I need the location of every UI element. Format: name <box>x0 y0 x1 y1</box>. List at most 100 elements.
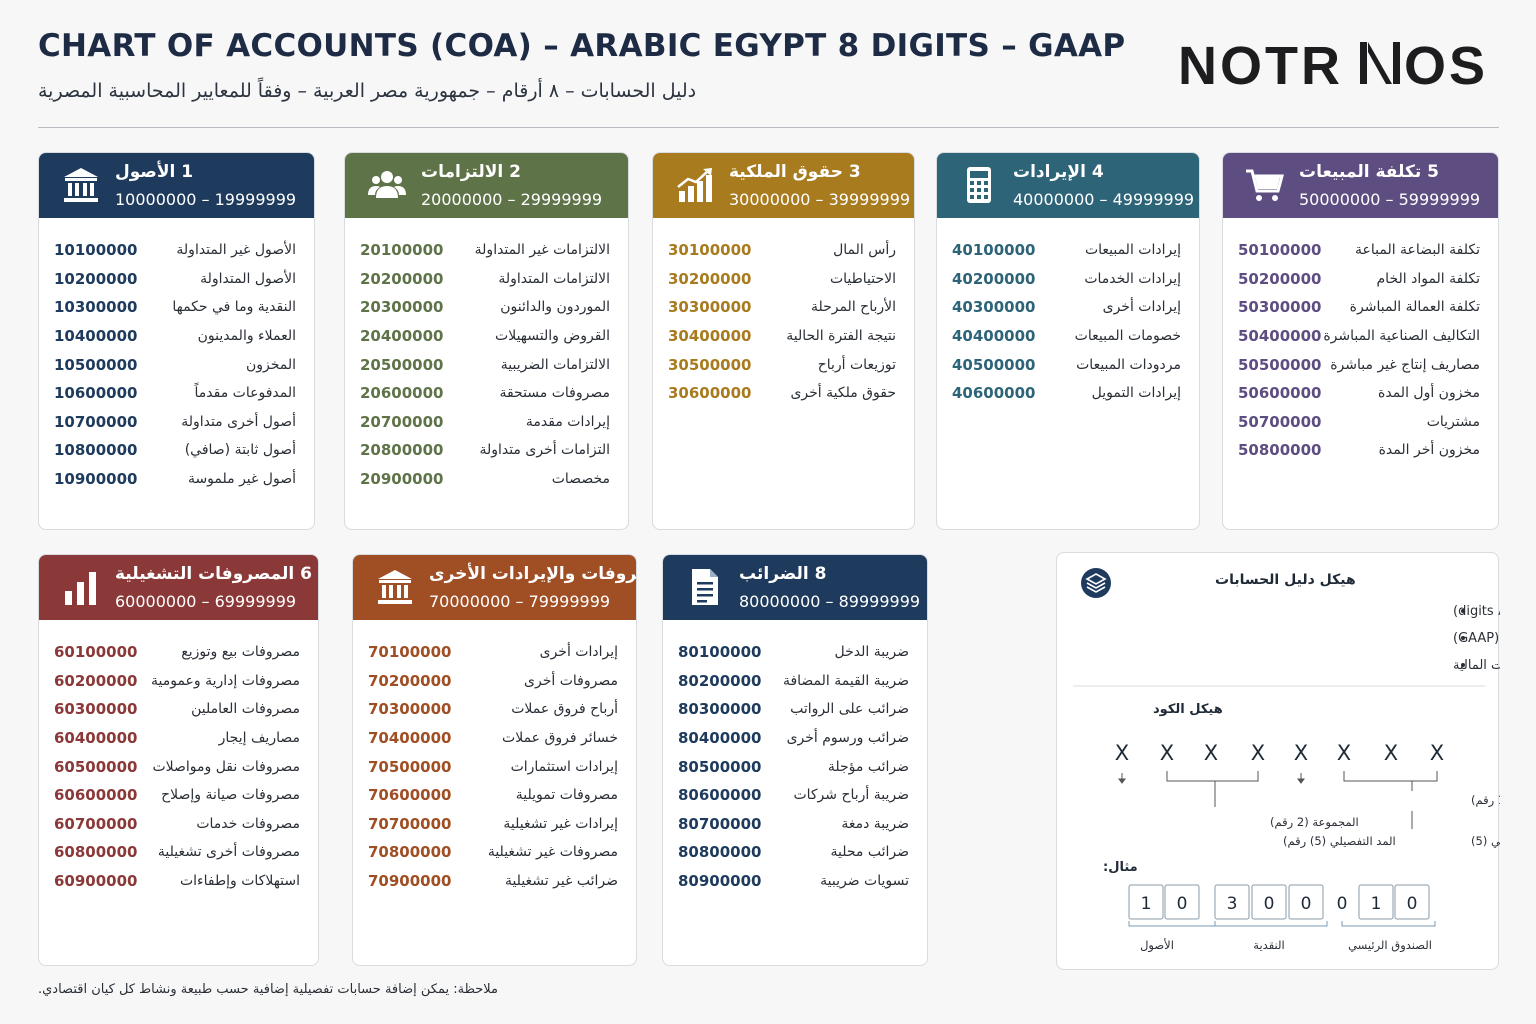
account-code: 20200000 <box>360 269 444 288</box>
account-code: 10200000 <box>54 269 138 288</box>
account-row: 60200000 مصروفات إدارية وعمومية <box>54 667 300 696</box>
account-name: أصول غير ملموسة <box>187 471 296 488</box>
account-name: ضريبة دمغة <box>841 815 909 832</box>
account-row: 60600000 مصروفات صيانة وإصلاح <box>54 781 300 810</box>
account-row: 70100000 إيرادات أخرى <box>368 638 618 667</box>
account-code: 40300000 <box>952 298 1036 317</box>
account-name: التزامات أخرى متداولة <box>479 442 610 459</box>
account-name: إيرادات أخرى <box>1102 299 1181 316</box>
account-name: مشتريات <box>1426 413 1480 430</box>
account-code: 80800000 <box>678 843 762 862</box>
example-digit-box: 0 <box>1288 884 1324 920</box>
structure-bullet: يتكون دليل الحسابات من ٨ أرقام (٨ digits… <box>1453 602 1500 619</box>
account-name: مخزون أخر المدة <box>1378 442 1480 459</box>
code-placeholder: X <box>1160 741 1174 765</box>
account-row: 60100000 مصروفات بيع وتوزيع <box>54 638 300 667</box>
account-code: 60400000 <box>54 729 138 748</box>
label-main-category: الفئة الرئيسية (1 رقم) <box>1471 793 1500 808</box>
example-digit-box: 1 <box>1128 884 1164 920</box>
account-row: 50800000 مخزون أخر المدة <box>1238 436 1480 465</box>
account-row: 40100000 إيرادات المبيعات <box>952 236 1181 265</box>
card-header: 4 الإيرادات 40000000 – 49999999 <box>937 153 1199 218</box>
account-row: 20900000 مخصصات <box>360 465 610 494</box>
account-code: 70900000 <box>368 872 452 891</box>
account-code: 80100000 <box>678 643 762 662</box>
account-code: 80500000 <box>678 757 762 776</box>
account-row: 10400000 العملاء والمدينون <box>54 322 296 351</box>
account-code: 50500000 <box>1238 355 1322 374</box>
account-code: 10500000 <box>54 355 138 374</box>
card-code-range: 30000000 – 39999999 <box>729 190 911 209</box>
account-row: 60900000 استهلاكات وإطفاءات <box>54 867 300 896</box>
account-row: 60300000 مصروفات العاملين <box>54 695 300 724</box>
account-name: توزيعات أرباح <box>817 356 896 373</box>
account-name: تكلفة البضاعة المباعة <box>1355 242 1480 259</box>
account-row: 10900000 أصول غير ملموسة <box>54 465 296 494</box>
account-row: 20500000 الالتزامات الضريبية <box>360 350 610 379</box>
account-row: 70900000 ضرائب غير تشغيلية <box>368 867 618 896</box>
account-name: خسائر فروق عملات <box>502 730 618 747</box>
account-code: 70400000 <box>368 729 452 748</box>
code-placeholder: X <box>1115 741 1129 765</box>
account-name: مصروفات تمويلية <box>515 787 618 804</box>
account-name: مردودات المبيعات <box>1076 356 1181 373</box>
account-code: 70600000 <box>368 786 452 805</box>
example-digit: 3 <box>1227 894 1238 914</box>
account-code: 60800000 <box>54 843 138 862</box>
label-fine-detail: المد التفصيلي (5) رقم) <box>1283 834 1396 849</box>
account-row: 50300000 تكلفة العمالة المباشرة <box>1238 293 1480 322</box>
code-placeholder: X <box>1204 741 1218 765</box>
account-row: 10700000 أصول أخرى متداولة <box>54 408 296 437</box>
account-row: 40600000 إيرادات التمويل <box>952 379 1181 408</box>
svg-text:NOTR: NOTR <box>1178 36 1343 92</box>
account-group-card-assets: 1 الأصول 10000000 – 19999999 10100000 الأصو… <box>38 152 315 530</box>
account-name: أصول أخرى متداولة <box>181 413 296 430</box>
cart-icon <box>1245 165 1285 205</box>
account-row: 80700000 ضريبة دمغة <box>678 810 909 839</box>
account-name: مصروفات نقل ومواصلات <box>152 758 300 775</box>
account-row: 30100000 رأس المال <box>668 236 896 265</box>
account-code: 40400000 <box>952 327 1036 346</box>
account-code: 70100000 <box>368 643 452 662</box>
account-row: 80600000 ضريبة أرباح شركات <box>678 781 909 810</box>
account-name: خصومات المبيعات <box>1074 328 1181 345</box>
account-row: 40400000 خصومات المبيعات <box>952 322 1181 351</box>
card-title: 8 الضرائب <box>739 564 827 584</box>
account-row: 10600000 المدفوعات مقدماً <box>54 379 296 408</box>
account-code: 10700000 <box>54 412 138 431</box>
account-group-card-taxes: 8 الضرائب 80000000 – 89999999 80100000 ضريب… <box>662 554 928 966</box>
account-name: إيرادات المبيعات <box>1084 242 1181 259</box>
account-code: 30300000 <box>668 298 752 317</box>
account-code: 70700000 <box>368 814 452 833</box>
account-name: القروض والتسهيلات <box>495 328 610 345</box>
example-label: مثال: <box>1103 860 1138 875</box>
account-code: 10400000 <box>54 327 138 346</box>
account-code: 20600000 <box>360 384 444 403</box>
card-code-range: 80000000 – 89999999 <box>739 592 921 611</box>
account-name: المخزون <box>245 356 296 373</box>
account-code: 80400000 <box>678 729 762 748</box>
card-title: 3 حقوق الملكية <box>729 162 861 182</box>
account-code: 20900000 <box>360 470 444 489</box>
card-header: 8 الضرائب 80000000 – 89999999 <box>663 555 927 620</box>
account-row: 40300000 إيرادات أخرى <box>952 293 1181 322</box>
account-row: 20100000 الالتزامات غير المتداولة <box>360 236 610 265</box>
account-code: 80300000 <box>678 700 762 719</box>
account-name: إيرادات أخرى <box>539 644 618 661</box>
account-name: إيرادات مقدمة <box>525 413 610 430</box>
bar-chart-icon <box>61 567 101 607</box>
account-row: 20600000 مصروفات مستحقة <box>360 379 610 408</box>
card-header: 2 الالتزامات 20000000 – 29999999 <box>345 153 628 218</box>
account-name: الالتزامات الضريبية <box>500 356 610 373</box>
account-code: 30500000 <box>668 355 752 374</box>
account-code: 20800000 <box>360 441 444 460</box>
account-name: ضرائب غير تشغيلية <box>504 873 618 890</box>
structure-title: هيكل دليل الحسابات <box>1215 572 1356 588</box>
account-code: 20100000 <box>360 241 444 260</box>
svg-text:OS: OS <box>1404 36 1488 92</box>
account-name: مصروفات أخرى تشغيلية <box>157 844 300 861</box>
account-name: ضرائب على الرواتب <box>790 701 909 718</box>
account-row: 30600000 حقوق ملكية أخرى <box>668 379 896 408</box>
account-code: 20500000 <box>360 355 444 374</box>
account-row: 70600000 مصروفات تمويلية <box>368 781 618 810</box>
